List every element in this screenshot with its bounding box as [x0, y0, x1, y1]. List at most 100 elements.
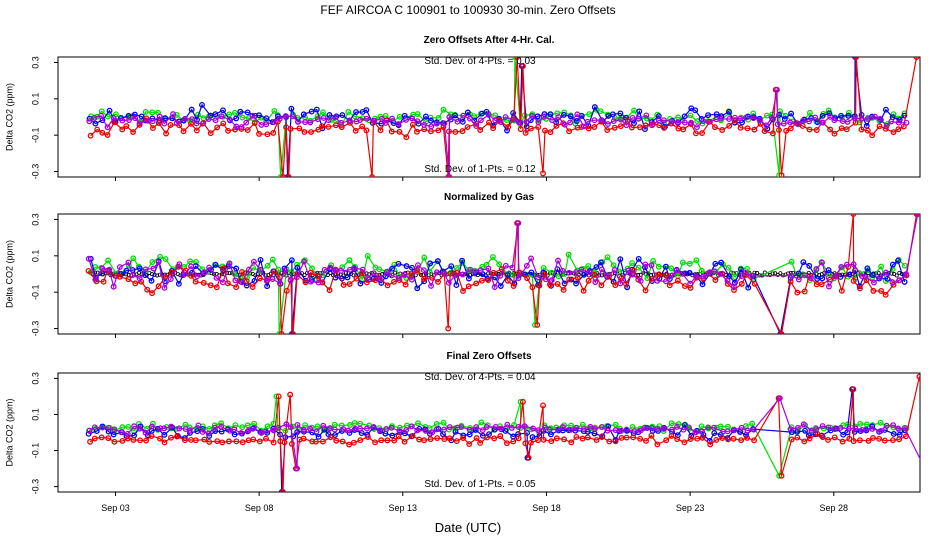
data-point-red: [806, 435, 813, 442]
data-point-purple: [869, 425, 876, 432]
data-point-blue: [819, 112, 826, 119]
data-point-red: [801, 288, 808, 295]
data-point-red: [598, 282, 605, 289]
data-point-purple: [289, 113, 296, 120]
data-point-purple: [106, 266, 113, 273]
data-point-red: [505, 124, 512, 130]
data-point-purple: [295, 118, 302, 125]
data-point-purple: [832, 273, 838, 280]
data-point-purple: [731, 114, 738, 121]
data-point-purple: [598, 424, 605, 430]
data-point-green: [264, 423, 271, 430]
data-point-blue: [162, 115, 169, 122]
data-point-blue: [212, 261, 219, 268]
y-tick-label: 0.1: [31, 93, 41, 106]
data-point-purple: [233, 123, 240, 130]
data-point-purple: [871, 279, 877, 286]
data-point-red: [148, 432, 155, 439]
data-point-purple: [705, 424, 712, 431]
data-point-red: [327, 434, 334, 441]
data-point-red: [648, 275, 655, 282]
data-point-purple: [794, 424, 801, 431]
data-point-red: [486, 119, 492, 126]
data-point-purple: [403, 427, 410, 433]
data-point-purple: [315, 279, 322, 286]
data-point-purple: [149, 118, 156, 125]
data-point-red: [527, 439, 534, 446]
data-point-purple: [515, 424, 522, 430]
data-point-red: [233, 284, 240, 291]
data-point-red: [466, 441, 473, 448]
data-point-red: [250, 436, 257, 443]
data-point-purple: [750, 115, 757, 122]
data-point-green: [890, 111, 897, 118]
data-point-red: [278, 331, 285, 334]
x-tick-label: Sep 08: [245, 503, 274, 513]
data-point-purple: [813, 426, 820, 433]
data-point-purple: [738, 424, 745, 431]
data-point-red: [100, 278, 107, 285]
data-point-red: [561, 436, 568, 443]
data-point-red: [510, 283, 517, 289]
data-point-red: [188, 272, 194, 279]
data-point-blue: [448, 263, 455, 270]
data-point-purple: [864, 116, 871, 122]
data-point-purple: [287, 277, 294, 284]
data-point-green: [346, 257, 353, 264]
data-point-purple: [129, 272, 136, 279]
data-point-red: [751, 437, 758, 444]
data-point-purple: [862, 274, 869, 281]
data-point-purple: [118, 429, 125, 435]
data-point-blue: [154, 425, 161, 432]
data-point-red: [391, 437, 398, 444]
data-point-purple: [157, 425, 164, 432]
data-point-red: [757, 120, 764, 127]
data-point-blue: [233, 265, 240, 272]
data-point-blue: [529, 434, 536, 441]
data-point-red: [787, 278, 794, 285]
data-point-purple: [125, 259, 132, 266]
data-point-red: [346, 281, 353, 287]
data-point-purple: [116, 264, 123, 271]
data-point-purple: [454, 118, 461, 125]
data-point-red: [503, 440, 510, 447]
data-point-purple: [378, 115, 385, 122]
data-point-blue: [788, 110, 795, 117]
data-point-purple: [433, 269, 440, 276]
data-point-blue: [427, 260, 434, 267]
data-point-red: [440, 124, 447, 130]
data-point-purple: [433, 120, 440, 127]
data-point-green: [901, 262, 908, 269]
data-point-purple: [396, 428, 403, 434]
data-point-red: [308, 129, 315, 136]
data-point-green: [276, 331, 283, 334]
data-point-purple: [819, 259, 826, 266]
data-point-red: [301, 129, 308, 135]
data-point-purple: [523, 118, 530, 125]
data-point-red: [409, 121, 416, 128]
data-point-red: [554, 281, 561, 287]
data-point-purple: [371, 117, 378, 124]
data-point-purple: [142, 266, 149, 273]
data-point-purple: [808, 428, 815, 434]
data-point-purple: [603, 272, 610, 279]
data-point-purple: [773, 86, 780, 93]
data-point-green: [320, 109, 326, 116]
data-point-purple: [186, 427, 193, 434]
data-point-blue: [806, 262, 813, 269]
data-point-red: [353, 275, 360, 282]
data-point-purple: [587, 423, 594, 430]
data-point-blue: [712, 260, 719, 267]
panel-normalized-by-gas: Normalized by Gas -0.3 -0.1 0.1 0.3 Delta CO2…: [5, 192, 921, 338]
data-point-red: [180, 128, 187, 135]
data-point-purple: [812, 114, 819, 121]
data-point-purple: [428, 123, 435, 130]
data-point-green: [149, 259, 156, 265]
data-point-red: [864, 127, 871, 134]
data-point-red: [192, 278, 199, 285]
data-point-purple: [742, 270, 749, 276]
data-point-green: [496, 261, 503, 268]
data-point-red: [214, 438, 221, 445]
data-point-red: [119, 126, 126, 133]
data-point-green: [655, 263, 662, 270]
